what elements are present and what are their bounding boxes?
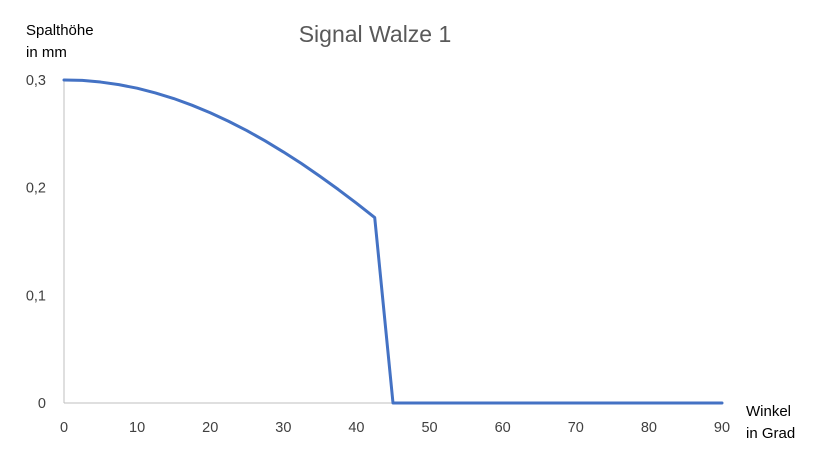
x-tick-label: 40 (348, 420, 364, 436)
y-tick-label: 0,2 (26, 181, 46, 197)
y-tick-label: 0,3 (26, 73, 46, 89)
y-tick-label: 0,1 (26, 288, 46, 304)
tick-labels: 0 10 20 30 40 50 60 70 80 90 0 0,1 0,2 0,3 (26, 73, 730, 436)
y-axis-label-line-1: Spalthöhe (26, 22, 94, 39)
x-tick-label: 50 (421, 420, 437, 436)
x-tick-label: 70 (568, 420, 584, 436)
x-tick-label: 60 (495, 420, 511, 436)
axes (63, 80, 722, 404)
x-tick-label: 80 (641, 420, 657, 436)
x-tick-label: 10 (129, 420, 145, 436)
x-tick-label: 90 (714, 420, 730, 436)
x-axis-label-line-2: in Grad (746, 425, 795, 442)
series-line (62, 78, 724, 405)
x-tick-label: 30 (275, 420, 291, 436)
y-axis-label-line-2: in mm (26, 44, 67, 61)
series-layer (62, 78, 724, 405)
x-tick-label: 20 (202, 420, 218, 436)
chart-title: Signal Walze 1 (299, 21, 452, 47)
x-axis-label-line-1: Winkel (746, 403, 791, 420)
y-tick-label: 0 (38, 396, 46, 412)
x-tick-label: 0 (60, 420, 68, 436)
